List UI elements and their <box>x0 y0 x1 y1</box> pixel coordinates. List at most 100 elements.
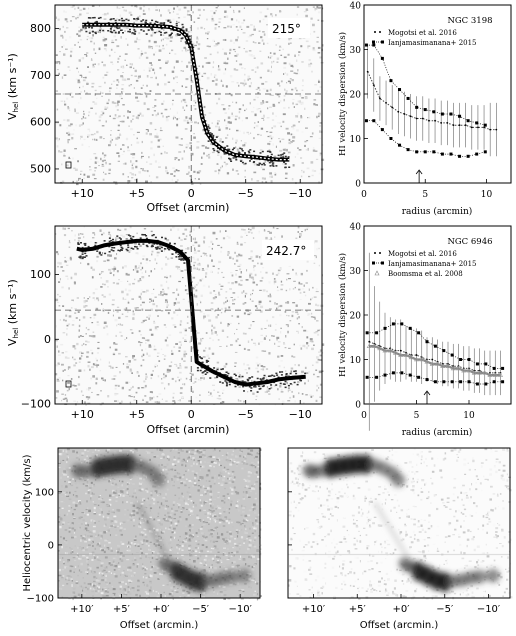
bl-noise-speck <box>183 474 185 476</box>
pvm-noise-speck <box>62 379 64 382</box>
bl-noise-speck <box>77 574 79 577</box>
pvm-noise-speck <box>142 255 146 257</box>
bl-noise-speck <box>224 482 228 484</box>
pvm-emission-speck <box>127 234 130 236</box>
bl-noise-speck <box>170 468 174 471</box>
pvt-noise-speck <box>162 115 164 118</box>
pvm-noise-speck <box>316 304 320 307</box>
bl-noise-speck <box>235 530 239 533</box>
pvt-noise-speck <box>279 140 281 143</box>
pvm-noise-speck <box>109 272 112 274</box>
bl-noise-speck <box>88 509 91 513</box>
pvm-emission-speck <box>139 237 142 239</box>
pvm-noise-speck <box>299 235 301 238</box>
bl-noise-speck <box>99 548 103 550</box>
pvm-emission-speck <box>183 262 186 264</box>
pvm-noise-speck <box>315 303 317 306</box>
bl-noise-speck <box>229 487 232 490</box>
pvt-noise-speck <box>153 153 155 157</box>
pvt-noise-speck <box>117 102 119 105</box>
pvt-noise-speck <box>69 94 71 96</box>
pvm-noise-speck <box>74 312 77 314</box>
pvm-emission-speck <box>243 390 245 392</box>
pvm-noise-speck <box>141 276 145 279</box>
pvm-noise-speck <box>262 267 265 269</box>
bl-noise-speck <box>188 492 191 494</box>
pvm-noise-speck <box>65 264 69 266</box>
pvm-noise-speck <box>203 240 205 242</box>
pvm-noise-speck <box>57 354 61 356</box>
pvm-noise-speck <box>246 364 250 366</box>
bl-noise-speck <box>98 582 101 585</box>
pvm-noise-speck <box>96 321 99 323</box>
pvt-noise-speck <box>272 104 276 107</box>
bl-noise-speck <box>260 528 262 531</box>
pvt-noise-speck <box>67 139 71 141</box>
bl-noise-speck <box>169 539 172 541</box>
pvt-noise-speck <box>217 68 221 71</box>
pvm-noise-speck <box>277 305 281 307</box>
pvt-noise-speck <box>196 41 198 44</box>
bl-noise-speck <box>164 595 166 597</box>
bl-noise-speck <box>222 473 225 475</box>
bl-noise-speck <box>252 508 256 510</box>
pvt-emission-speck <box>221 141 224 143</box>
bl-noise-speck <box>185 461 187 463</box>
pvt-noise-speck <box>130 180 133 182</box>
bl-noise-speck <box>115 534 118 536</box>
pvm-noise-speck <box>260 305 264 309</box>
pvt-noise-speck <box>206 89 208 92</box>
pvt-noise-speck <box>249 34 253 37</box>
pvt-noise-speck <box>110 48 113 51</box>
pvt-noise-speck <box>308 64 311 68</box>
pvm-noise-speck <box>186 322 189 324</box>
bl-noise-speck <box>74 529 76 532</box>
pvm-emission-speck <box>121 249 123 251</box>
pvt-noise-speck <box>194 108 197 110</box>
pvt-noise-speck <box>267 135 270 138</box>
dm-boomsma-point <box>419 356 425 362</box>
pvt-noise-speck <box>92 173 96 176</box>
pvt-noise-speck <box>215 125 218 128</box>
pvt-noise-speck <box>298 54 300 57</box>
pvm-noise-speck <box>217 339 220 341</box>
pvt-noise-speck <box>198 72 201 75</box>
pvt-noise-speck <box>176 20 178 23</box>
pvt-emission-speck <box>84 27 87 29</box>
pvt-noise-speck <box>78 102 80 104</box>
pvt-noise-speck <box>282 152 286 156</box>
bl-noise-speck <box>81 462 83 464</box>
pvm-noise-speck <box>78 324 81 328</box>
pvt-noise-speck <box>177 17 181 19</box>
disp-top-data <box>364 43 498 183</box>
bl-noise-speck <box>241 467 244 470</box>
pvt-noise-speck <box>243 79 246 82</box>
pvt-noise-speck <box>148 46 151 49</box>
pvt-noise-speck <box>181 85 183 88</box>
pvt-noise-speck <box>120 75 124 78</box>
pvt-noise-speck <box>190 182 194 185</box>
pvm-emission-speck <box>225 381 228 384</box>
pvm-noise-speck <box>193 295 196 298</box>
pvm-noise-speck <box>77 237 81 239</box>
pvm-noise-speck <box>66 324 69 327</box>
pvm-emission-speck <box>81 246 84 249</box>
bl-noise-speck <box>195 474 197 477</box>
pvm-noise-speck <box>111 299 115 301</box>
pvm-noise-speck <box>298 323 300 325</box>
bl-noise-speck <box>256 523 259 525</box>
pvm-noise-speck <box>158 293 160 296</box>
pvm-noise-speck <box>221 401 225 404</box>
bl-noise-speck <box>248 496 251 498</box>
pvm-noise-speck <box>218 283 221 285</box>
pvm-noise-speck <box>285 289 288 292</box>
bl-noise-speck <box>92 485 94 487</box>
pvt-noise-speck <box>100 91 102 94</box>
pvt-noise-speck <box>176 118 179 121</box>
dm-ianja-point <box>408 326 412 330</box>
pvm-noise-speck <box>116 324 118 327</box>
pvt-noise-speck <box>156 132 158 135</box>
pvt-noise-speck <box>259 89 261 91</box>
bl-noise-speck <box>199 450 202 452</box>
bl-noise-speck <box>101 595 105 598</box>
